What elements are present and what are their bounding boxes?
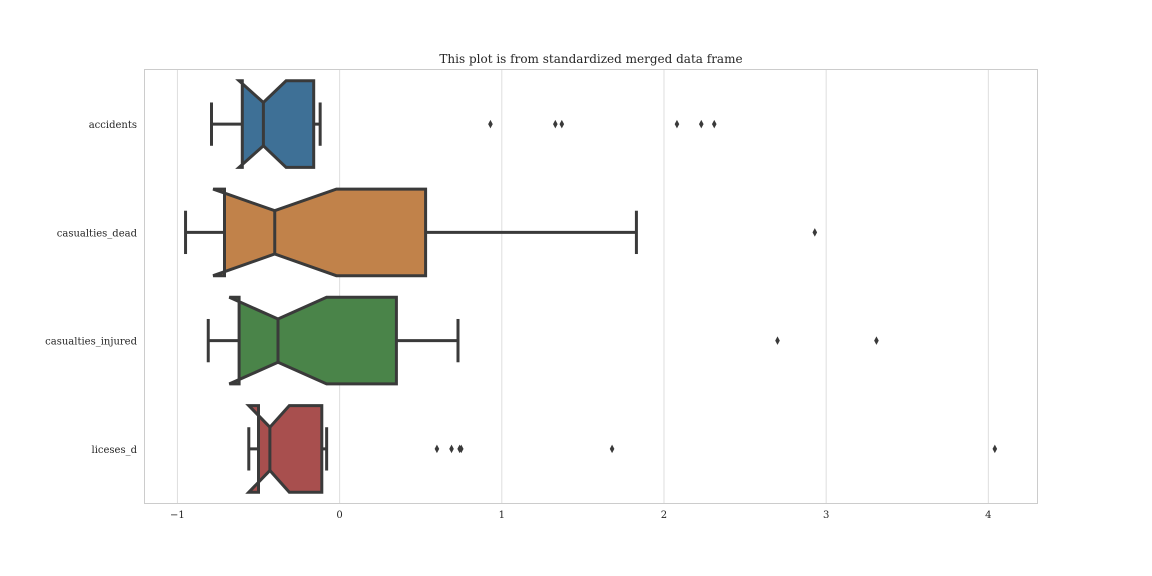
box-casualties_dead — [184, 187, 818, 278]
x-tick-label: 4 — [985, 510, 991, 521]
outlier-point — [775, 336, 780, 345]
plot-frame — [144, 69, 1038, 504]
outlier-point — [992, 444, 998, 454]
outlier-point — [609, 444, 615, 454]
x-tick-labels: −1 0 1 2 3 4 — [170, 510, 991, 521]
outlier-point — [457, 444, 462, 454]
x-tick-label: 0 — [336, 510, 342, 521]
outlier-point — [434, 444, 440, 454]
outlier-point — [698, 119, 704, 129]
box-liceses_d — [245, 404, 998, 494]
outlier-point — [488, 119, 493, 129]
outlier-point — [711, 119, 717, 129]
category-labels: accidents casualties_dead casualties_injur… — [45, 120, 137, 456]
box-casualties_injured — [206, 295, 879, 386]
outlier-point — [449, 444, 454, 454]
box-accidents — [209, 79, 717, 169]
chart-title: This plot is from standardized merged da… — [439, 52, 742, 66]
outlier-point — [812, 228, 818, 237]
box-body — [228, 295, 398, 386]
x-tick-label: 3 — [823, 510, 829, 521]
outlier-point — [874, 336, 879, 345]
category-label: liceses_d — [92, 445, 138, 456]
x-tick-label: 2 — [661, 510, 667, 521]
category-label: casualties_injured — [45, 337, 137, 348]
x-tick-label: 1 — [499, 510, 505, 521]
outlier-point — [553, 119, 558, 129]
x-tick-label: −1 — [170, 510, 185, 521]
box-body — [212, 187, 428, 278]
grid-lines — [176, 70, 989, 503]
box-body — [235, 79, 316, 169]
boxes-layer — [184, 79, 998, 494]
outlier-point — [559, 119, 565, 129]
category-label: casualties_dead — [57, 228, 138, 239]
category-label: accidents — [89, 120, 137, 131]
outlier-point — [674, 119, 680, 129]
box-body — [245, 404, 324, 494]
